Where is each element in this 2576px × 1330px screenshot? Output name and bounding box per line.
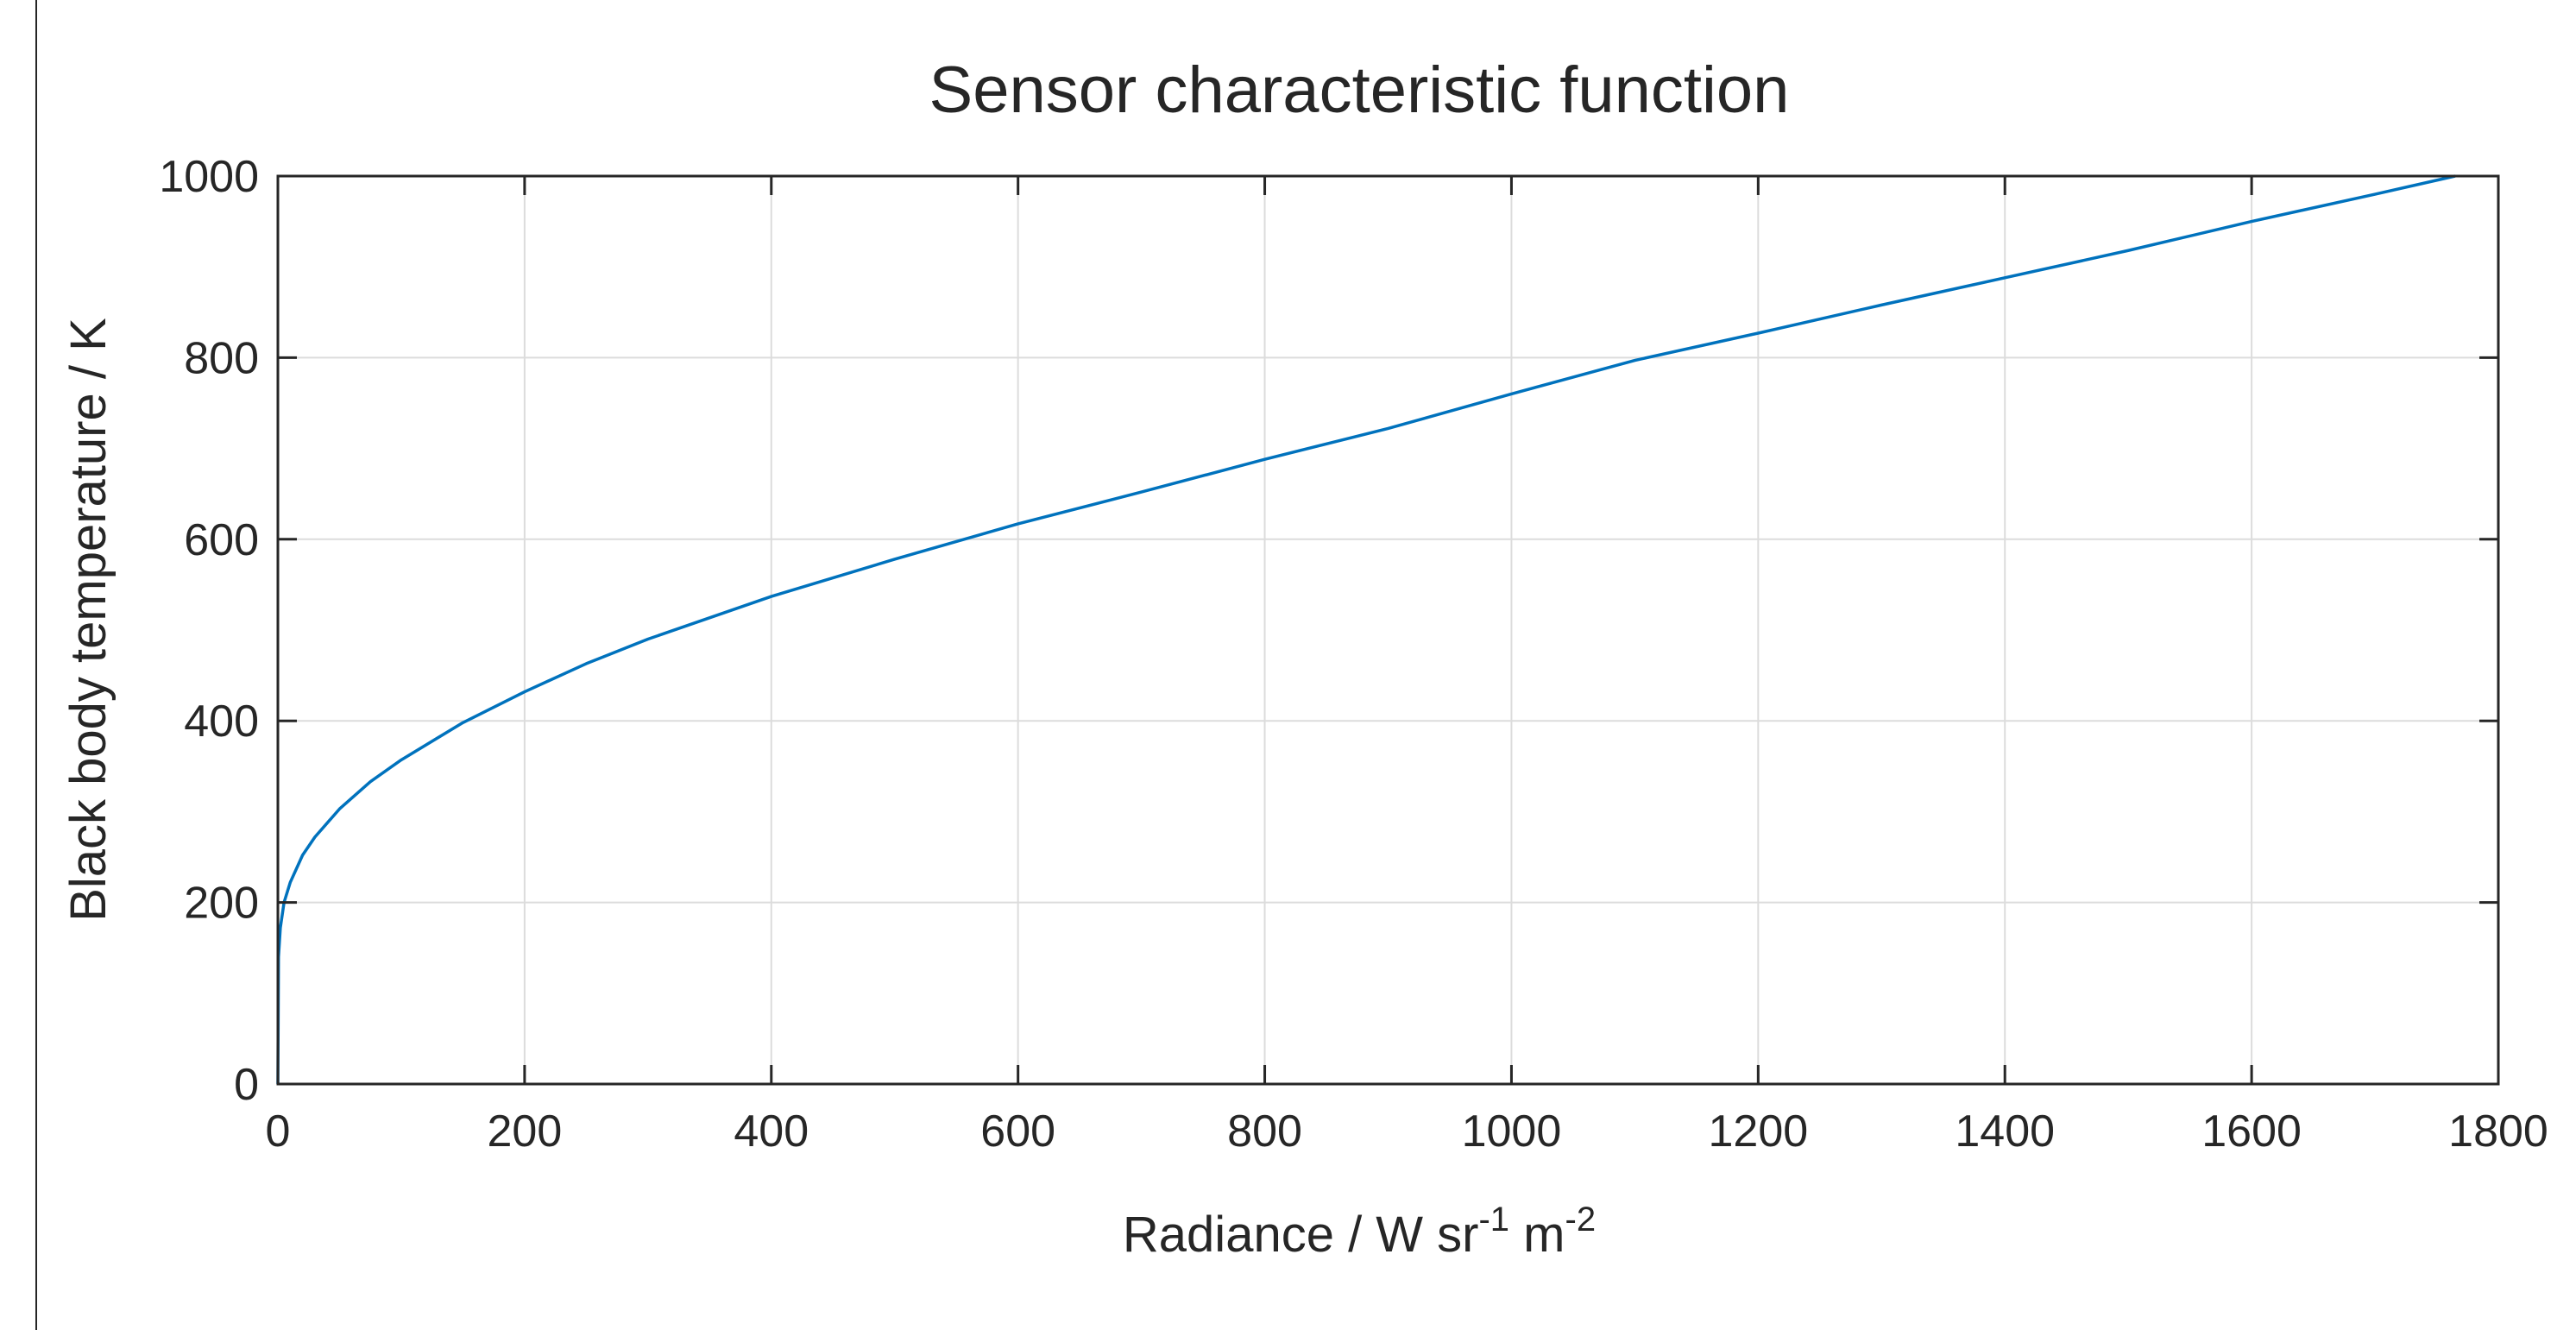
x-axis-label-exp1: -1 [1478,1201,1509,1239]
x-axis-label-exp2: -2 [1565,1201,1597,1239]
x-tick-label: 800 [1227,1106,1302,1157]
x-axis-label: Radiance / W sr-1 m-2 [1123,1201,1596,1263]
x-tick-label: 1400 [1955,1106,2055,1157]
x-tick-label: 400 [734,1106,809,1157]
y-tick-label: 600 [184,515,259,565]
y-tick-label: 1000 [159,152,259,202]
axis-ticks [276,174,2500,1086]
x-axis-label-mid: m [1509,1207,1565,1263]
grid-lines [278,176,2498,1084]
x-tick-label: 200 [488,1106,563,1157]
y-tick-label: 0 [234,1060,259,1110]
x-tick-label: 0 [266,1106,291,1157]
y-tick-labels: 0 200 400 600 800 1000 [159,152,259,1110]
x-tick-labels: 0 200 400 600 800 1000 1200 1400 1600 1800 [266,1106,2548,1157]
plot-area-frame [276,174,2500,1086]
y-tick-label: 200 [184,879,259,929]
series-line [276,174,2456,1085]
x-tick-label: 1800 [2448,1106,2548,1157]
x-tick-label: 1200 [1708,1106,1808,1157]
chart-title: Sensor characteristic function [929,54,1790,127]
x-tick-label: 1000 [1462,1106,1562,1157]
y-tick-label: 400 [184,697,259,747]
y-axis-label: Black body temperature / K [60,318,117,922]
x-tick-label: 600 [980,1106,1055,1157]
series-layer [276,174,2456,1085]
y-tick-label: 800 [184,333,259,383]
x-tick-label: 1600 [2201,1106,2302,1157]
x-axis-label-base: Radiance / W sr [1123,1207,1479,1263]
